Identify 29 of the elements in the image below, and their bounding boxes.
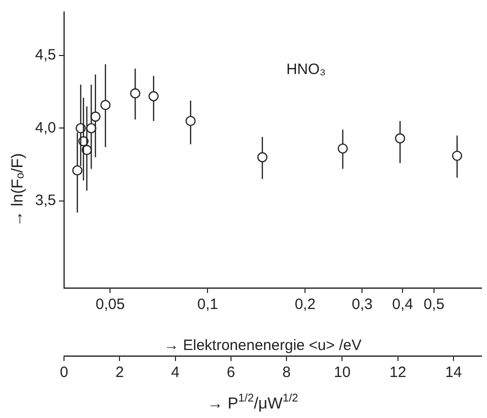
x-tick-label: 4 xyxy=(171,364,180,382)
x2-tick-label: 0,4 xyxy=(392,296,414,314)
y-tick-label: 4,0 xyxy=(35,119,56,136)
point xyxy=(394,133,406,144)
point xyxy=(72,165,82,176)
point xyxy=(185,116,196,126)
x-tick-label: 0 xyxy=(60,364,68,382)
point xyxy=(148,91,159,102)
x2-tick-label: 0,1 xyxy=(197,296,218,314)
y-axis-title: → ln(Fₒ/F) xyxy=(9,153,26,227)
x-tick-label: 2 xyxy=(115,364,124,382)
x-tick-label: 14 xyxy=(445,364,462,382)
point xyxy=(452,150,462,161)
x-tick-label: 8 xyxy=(282,364,291,382)
x2-tick-label: 0,2 xyxy=(294,296,316,314)
x-tick-label: 10 xyxy=(334,364,351,382)
point xyxy=(100,100,111,110)
x-tick-label: 6 xyxy=(226,364,236,382)
x2-tick-label: 0,05 xyxy=(96,296,125,314)
y-tick-label: 3,5 xyxy=(35,192,56,209)
x2-axis-title: → Elektronenenergie <u> /eV xyxy=(164,337,362,354)
y-tick-label: 4,5 xyxy=(35,46,56,64)
point xyxy=(338,143,348,154)
point xyxy=(130,88,140,98)
x-tick-label: 12 xyxy=(389,364,406,382)
annotation: HNO₃ xyxy=(286,61,326,78)
x2-tick-label: 0,3 xyxy=(352,296,373,314)
point xyxy=(257,152,268,162)
x2-tick-label: 0,5 xyxy=(424,296,444,314)
